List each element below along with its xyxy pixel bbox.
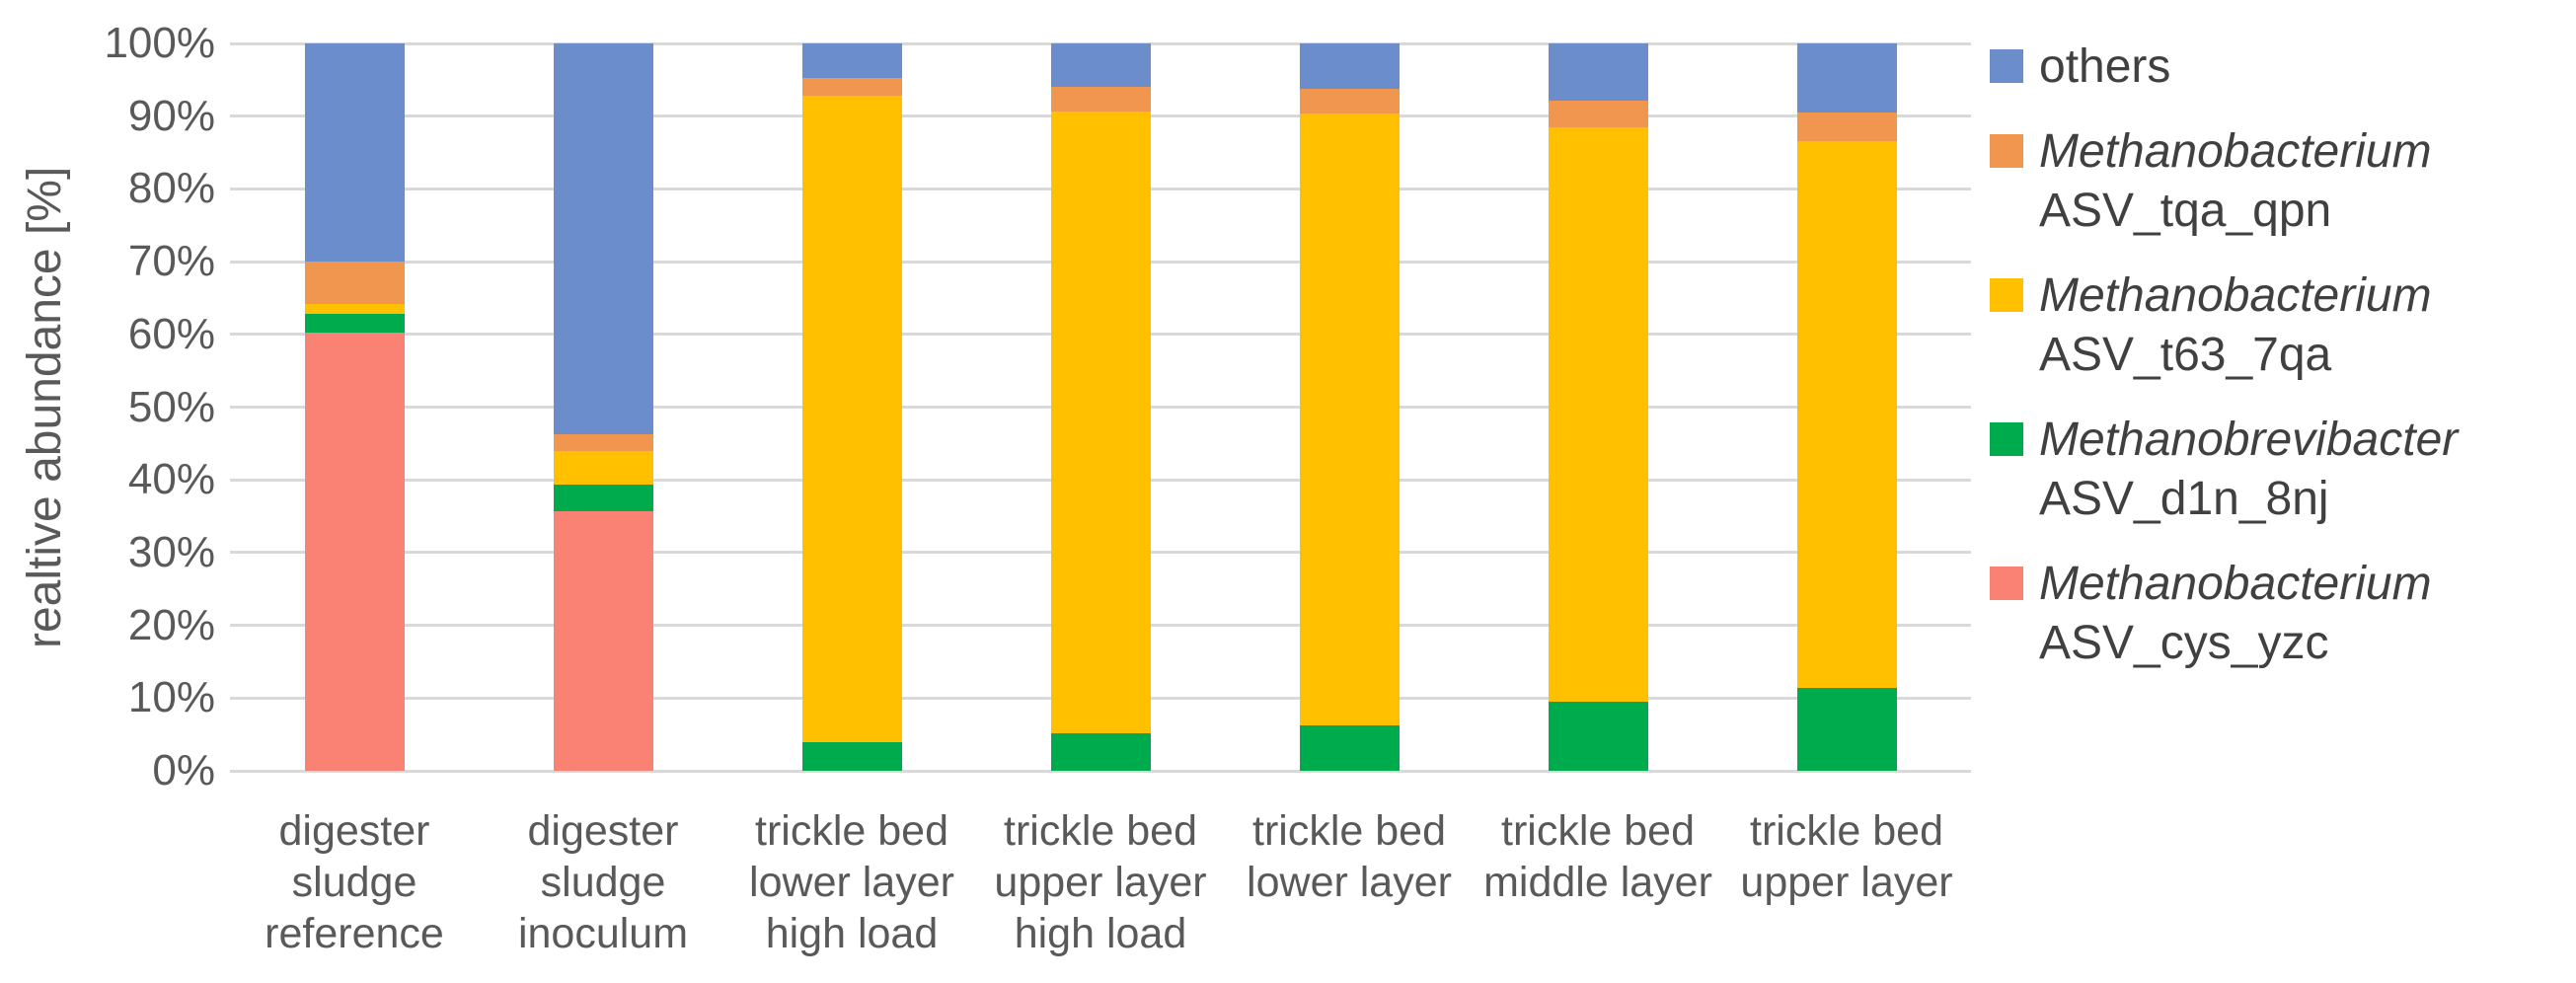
- bar-segment: [553, 510, 653, 771]
- legend-swatch-icon: [1990, 134, 2023, 168]
- bar-segment: [304, 43, 405, 263]
- bar-segment: [1299, 113, 1400, 725]
- y-tick-label: 30%: [127, 527, 215, 576]
- legend-label: Methanobacterium ASV_cys_yzc: [2039, 555, 2432, 673]
- legend-item: Methanobacterium ASV_tqa_qpn: [1990, 122, 2458, 241]
- x-axis-label-line: trickle bed: [755, 807, 948, 855]
- legend-label-line: ASV_d1n_8nj: [2039, 473, 2329, 525]
- legend-label-line: ASV_tqa_qpn: [2039, 185, 2332, 237]
- bar-segment: [1050, 87, 1151, 113]
- legend-label: Methanobacterium ASV_t63_7qa: [2039, 266, 2432, 385]
- bar-segment: [1299, 88, 1400, 113]
- x-axis-label: trickle bed upper layer high load: [976, 805, 1225, 959]
- x-axis-label-line: lower layer: [1247, 859, 1452, 906]
- bar-segment: [1299, 43, 1400, 89]
- x-axis-label-line: trickle bed: [1750, 807, 1943, 855]
- x-axis-label-line: sludge: [540, 859, 666, 906]
- bar-segment: [1050, 43, 1151, 88]
- legend-label-line: others: [2039, 40, 2171, 93]
- bar-segment: [1548, 702, 1648, 771]
- bar-segment: [304, 332, 405, 771]
- y-tick-label: 40%: [127, 455, 215, 504]
- plot-area: [230, 41, 1971, 773]
- legend-label: Methanobacterium ASV_tqa_qpn: [2039, 122, 2432, 241]
- bar-segment: [304, 314, 405, 333]
- legend-item: Methanobacterium ASV_cys_yzc: [1990, 555, 2458, 673]
- legend-swatch-icon: [1990, 567, 2023, 600]
- x-axis-label-line: digester: [527, 807, 679, 855]
- bar-segment: [1548, 126, 1648, 702]
- x-axis-label-line: trickle bed: [1004, 807, 1197, 855]
- bar-segment: [1299, 724, 1400, 771]
- x-axis-label-line: reference: [265, 910, 444, 957]
- legend-swatch-icon: [1990, 49, 2023, 83]
- x-axis-label: digester sludge inoculum: [479, 805, 727, 959]
- y-tick-label: 80%: [127, 164, 215, 213]
- gridline-0: [230, 769, 1971, 773]
- y-tick-label: 50%: [127, 382, 215, 431]
- bar-segment: [553, 450, 653, 485]
- bar-segment: [1796, 113, 1897, 141]
- legend-label-line: Methanobacterium: [2039, 125, 2432, 178]
- gridline-100: [230, 41, 1971, 45]
- bar-segment: [1050, 112, 1151, 733]
- bar-segment: [304, 262, 405, 304]
- bar-segment: [553, 484, 653, 511]
- y-tick-label: 10%: [127, 673, 215, 722]
- y-tick-label: 20%: [127, 600, 215, 649]
- x-axis-label-line: trickle bed: [1252, 807, 1446, 855]
- bar-segment: [1050, 732, 1151, 771]
- x-axis-label: trickle bed lower layer: [1225, 805, 1474, 908]
- legend-label-line: Methanobacterium: [2039, 558, 2432, 610]
- bar-segment: [1796, 687, 1897, 771]
- x-axis-label-line: high load: [1014, 910, 1187, 957]
- x-axis-label-line: high load: [765, 910, 939, 957]
- y-tick-label: 0%: [152, 746, 215, 794]
- legend-item: Methanobacterium ASV_t63_7qa: [1990, 266, 2458, 385]
- y-tick-label: 60%: [127, 309, 215, 358]
- bar-segment: [1796, 43, 1897, 113]
- x-axis-label-line: digester: [278, 807, 430, 855]
- y-tick-label: 90%: [127, 91, 215, 140]
- x-axis-label-line: sludge: [291, 859, 417, 906]
- bar-segment: [1796, 140, 1897, 688]
- x-axis-label-line: inoculum: [517, 910, 689, 957]
- x-axis-label: digester sludge reference: [230, 805, 479, 959]
- bar-segment: [801, 43, 902, 78]
- x-axis-label: trickle bed lower layer high load: [727, 805, 976, 959]
- bar-segment: [801, 741, 902, 771]
- x-axis-label: trickle bed upper layer: [1722, 805, 1971, 908]
- legend-label-line: ASV_t63_7qa: [2039, 329, 2332, 381]
- legend-label: others: [2039, 38, 2170, 97]
- legend-label-line: Methanobrevibacter: [2039, 414, 2459, 466]
- legend-swatch-icon: [1990, 422, 2023, 456]
- bar-segment: [304, 303, 405, 315]
- y-tick-label: 100%: [104, 19, 215, 67]
- x-axis-label-line: upper layer: [994, 859, 1207, 906]
- legend-label-line: Methanobacterium: [2039, 269, 2432, 322]
- bar-segment: [801, 77, 902, 97]
- bar-segment: [801, 96, 902, 742]
- bar-segment: [553, 43, 653, 434]
- legend-label-line: ASV_cys_yzc: [2039, 617, 2329, 669]
- x-axis-label-line: lower layer: [749, 859, 954, 906]
- legend-item: others: [1990, 38, 2458, 97]
- legend-swatch-icon: [1990, 278, 2023, 312]
- legend-label: Methanobrevibacter ASV_d1n_8nj: [2039, 411, 2458, 529]
- legend-item: Methanobrevibacter ASV_d1n_8nj: [1990, 411, 2458, 529]
- x-axis-label-line: middle layer: [1483, 859, 1712, 906]
- bar-segment: [553, 433, 653, 451]
- x-axis-label-line: upper layer: [1740, 859, 1953, 906]
- y-tick-label: 70%: [127, 237, 215, 286]
- bar-segment: [1548, 43, 1648, 101]
- bar-segment: [1548, 100, 1648, 127]
- x-axis-label-line: trickle bed: [1501, 807, 1695, 855]
- x-axis-label: trickle bed middle layer: [1474, 805, 1722, 908]
- chart-legend: others Methanobacterium ASV_tqa_qpn Methano…: [1990, 38, 2458, 673]
